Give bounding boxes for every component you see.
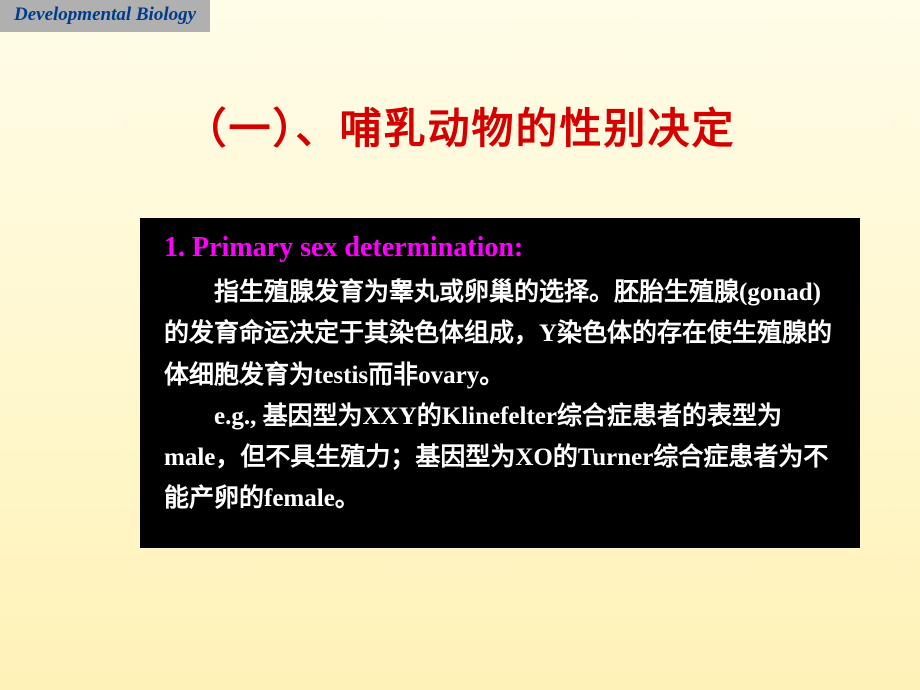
paragraph-1: 指生殖腺发育为睾丸或卵巢的选择。胚胎生殖腺(gonad)的发育命运决定于其染色体… [164,272,836,396]
body-text: 指生殖腺发育为睾丸或卵巢的选择。胚胎生殖腺(gonad)的发育命运决定于其染色体… [164,272,836,520]
paragraph-2: e.g., 基因型为XXY的Klinefelter综合症患者的表型为male，但… [164,396,836,520]
section-heading: 1. Primary sex determination: [164,232,836,264]
slide-title-container: （一）、哺乳动物的性别决定 [0,95,920,156]
slide-title: （一）、哺乳动物的性别决定 [0,95,920,156]
header-label: Developmental Biology [14,4,196,25]
header-badge: Developmental Biology [0,0,210,32]
content-box: 1. Primary sex determination: 指生殖腺发育为睾丸或… [140,218,860,548]
